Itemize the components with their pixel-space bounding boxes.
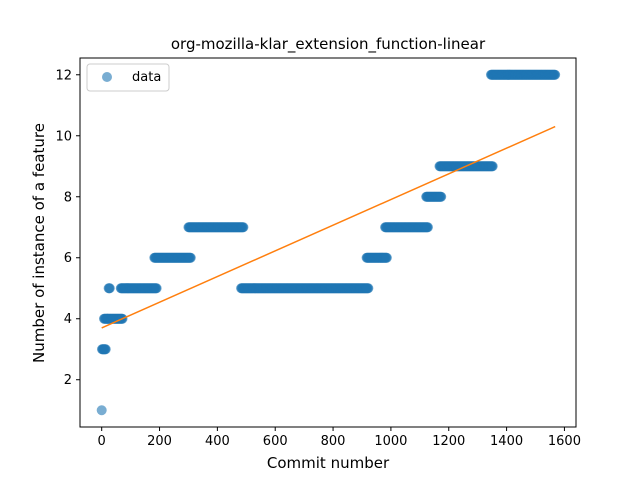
- axis-ticks: 0 200 400 600 800 1000 1200 1400 1600 2 4 6 8 10 12: [55, 68, 581, 449]
- fit-line: [101, 125, 556, 329]
- data-point: [363, 283, 374, 294]
- data-point: [151, 283, 162, 294]
- plot-area: [96, 69, 561, 416]
- data-point: [550, 69, 561, 80]
- legend-box: [86, 63, 170, 92]
- y-tick-label: 2: [64, 373, 72, 388]
- y-tick-label: 6: [64, 251, 72, 266]
- x-tick-label: 1000: [374, 434, 407, 449]
- x-tick-label: 1600: [548, 434, 581, 449]
- legend: data: [86, 63, 170, 92]
- x-tick-label: 400: [205, 434, 230, 449]
- chart-title: org-mozilla-klar_extension_function-line…: [171, 35, 486, 54]
- legend-marker-data: [102, 72, 112, 82]
- data-point: [100, 344, 111, 355]
- x-tick-label: 200: [147, 434, 172, 449]
- data-point: [185, 252, 196, 263]
- data-point: [436, 191, 447, 202]
- y-tick-label: 4: [64, 312, 72, 327]
- y-tick-label: 12: [55, 68, 72, 83]
- data-point: [104, 283, 115, 294]
- y-axis-label: Number of instance of a feature: [30, 123, 48, 363]
- axes-frame: [79, 57, 577, 428]
- data-point: [422, 222, 433, 233]
- data-point: [487, 161, 498, 172]
- x-tick-label: 600: [263, 434, 288, 449]
- data-point: [381, 252, 392, 263]
- x-axis-label: Commit number: [267, 454, 390, 472]
- data-point: [238, 222, 249, 233]
- x-tick-label: 1200: [432, 434, 465, 449]
- data-point: [96, 405, 107, 416]
- x-tick-label: 0: [98, 434, 106, 449]
- y-tick-label: 8: [64, 190, 72, 205]
- legend-label-data: data: [132, 70, 161, 85]
- x-tick-label: 1400: [490, 434, 523, 449]
- y-tick-label: 10: [55, 129, 72, 144]
- x-tick-label: 800: [321, 434, 346, 449]
